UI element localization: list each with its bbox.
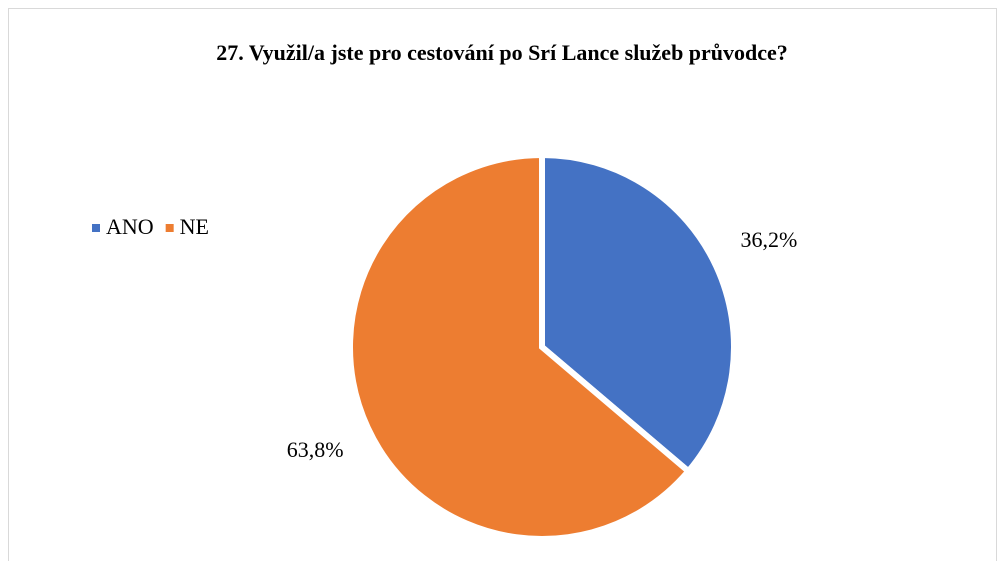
legend-label: ANO — [106, 214, 154, 239]
pie-slice — [539, 151, 737, 476]
legend-label: NE — [180, 214, 209, 239]
legend-swatch — [165, 224, 174, 232]
data-label: 63,8% — [287, 437, 344, 462]
legend-swatch — [92, 224, 100, 232]
data-label: 36,2% — [740, 227, 797, 252]
pie-slice — [347, 151, 693, 542]
chart-title: 27. Využil/a jste pro cestování po Srí L… — [216, 40, 788, 65]
